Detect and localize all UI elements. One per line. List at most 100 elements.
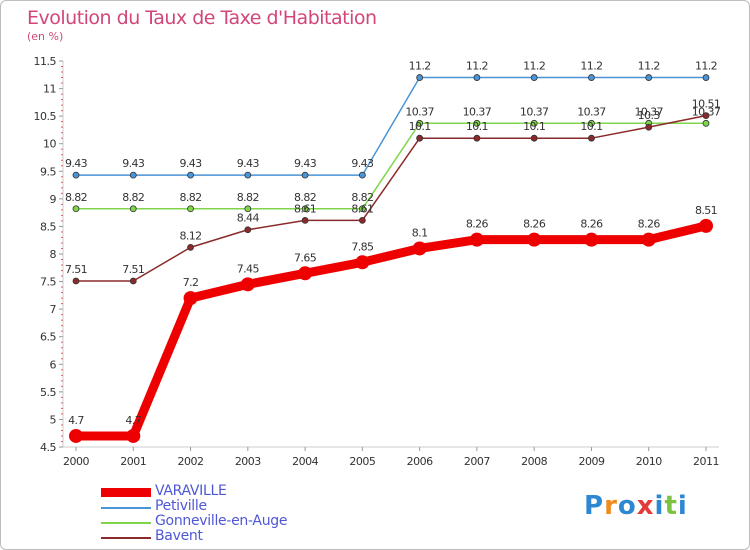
y-tick-label: 11	[43, 83, 56, 96]
data-label-varaville: 7.45	[237, 262, 260, 275]
x-tick-label: 2003	[235, 455, 261, 468]
data-label-varaville: 8.26	[580, 218, 603, 231]
data-point-varaville	[641, 232, 656, 247]
data-point-gonneville-en-auge	[358, 205, 366, 213]
y-tick-label: 5	[50, 413, 57, 426]
data-label-bavent: 10.51	[692, 98, 721, 111]
y-tick-label: 7	[50, 303, 57, 316]
data-label-gonneville-en-auge: 8.82	[65, 191, 87, 204]
series-line-bavent	[75, 114, 707, 282]
data-label-gonneville-en-auge: 10.37	[520, 105, 549, 118]
data-label-petiville: 11.2	[466, 60, 488, 73]
data-point-varaville	[183, 291, 198, 306]
data-point-bavent	[416, 134, 424, 142]
data-point-petiville	[645, 74, 653, 81]
y-tick-label: 11.5	[34, 55, 57, 68]
data-label-gonneville-en-auge: 8.82	[294, 191, 316, 204]
y-tick-label: 9	[50, 193, 57, 206]
data-point-varaville	[69, 428, 83, 443]
x-tick-label: 2008	[521, 455, 547, 468]
series-line-gonneville-en-auge	[75, 122, 707, 210]
data-point-petiville	[358, 171, 366, 179]
data-label-gonneville-en-auge: 8.82	[351, 191, 373, 204]
data-point-varaville	[412, 241, 427, 256]
data-label-varaville: 4.7	[68, 414, 84, 427]
data-point-varaville	[699, 218, 713, 233]
x-tick-label: 2007	[464, 455, 490, 468]
data-label-gonneville-en-auge: 8.82	[122, 191, 144, 204]
data-label-bavent: 10.1	[580, 120, 602, 133]
legend-label-gonneville: Gonneville-en-Auge	[155, 513, 288, 529]
data-point-bavent	[588, 134, 595, 142]
x-tick-label: 2001	[120, 455, 146, 468]
y-tick-label: 9.5	[40, 165, 56, 178]
y-tick-label: 7.5	[40, 276, 56, 289]
data-label-bavent: 7.51	[122, 263, 144, 276]
data-label-petiville: 9.43	[294, 157, 317, 170]
data-label-petiville: 9.43	[351, 157, 374, 170]
data-label-varaville: 7.65	[294, 251, 317, 264]
legend-label-varaville: VARAVILLE	[155, 483, 227, 499]
data-label-bavent: 8.44	[237, 212, 260, 225]
data-label-varaville: 8.1	[412, 226, 428, 239]
data-point-bavent	[645, 123, 653, 131]
data-point-petiville	[416, 74, 424, 81]
data-label-varaville: 4.7	[125, 414, 141, 427]
data-point-varaville	[240, 277, 255, 292]
data-label-bavent: 10.3	[638, 109, 661, 122]
data-label-varaville: 7.2	[183, 276, 199, 289]
data-label-petiville: 9.43	[65, 157, 88, 170]
data-point-varaville	[126, 428, 141, 443]
chart-subtitle: (en %)	[27, 30, 64, 43]
data-label-bavent: 7.51	[65, 263, 87, 276]
legend-item-bavent: Bavent	[101, 528, 361, 545]
data-point-varaville	[584, 232, 599, 247]
data-point-petiville	[588, 74, 595, 81]
legend-item-petiville: Petiville	[101, 498, 361, 515]
data-label-petiville: 11.2	[523, 60, 545, 73]
data-point-gonneville-en-auge	[187, 205, 194, 213]
y-tick-label: 8	[50, 248, 57, 261]
legend-item-varaville: VARAVILLE	[101, 483, 361, 500]
data-point-petiville	[244, 171, 252, 179]
chart-title: Evolution du Taux de Taxe d'Habitation	[27, 7, 377, 29]
data-point-varaville	[469, 232, 484, 247]
data-point-gonneville-en-auge	[530, 119, 538, 127]
data-point-bavent	[473, 134, 481, 142]
data-point-gonneville-en-auge	[72, 205, 80, 213]
data-label-gonneville-en-auge: 10.37	[577, 105, 606, 118]
legend: VARAVILLE Petiville Gonneville-en-Auge B…	[101, 483, 361, 545]
data-label-petiville: 11.2	[409, 60, 431, 73]
x-tick-label: 2010	[636, 455, 662, 468]
data-point-gonneville-en-auge	[588, 119, 595, 127]
data-label-varaville: 8.51	[695, 204, 717, 217]
legend-label-petiville: Petiville	[155, 498, 207, 514]
x-tick-label: 2000	[63, 455, 89, 468]
data-point-bavent	[530, 134, 538, 142]
legend-item-gonneville: Gonneville-en-Auge	[101, 513, 361, 530]
legend-swatch-petiville	[101, 507, 151, 509]
data-label-gonneville-en-auge: 8.82	[237, 191, 259, 204]
proxiti-logo: Proxiti	[584, 491, 688, 521]
legend-swatch-varaville	[101, 488, 151, 497]
y-tick-label: 8.5	[40, 220, 56, 233]
data-point-petiville	[301, 171, 309, 179]
data-point-varaville	[298, 266, 313, 281]
data-point-petiville	[473, 74, 481, 81]
data-label-varaville: 8.26	[523, 218, 546, 231]
data-label-bavent: 10.1	[466, 120, 488, 133]
data-label-varaville: 8.26	[466, 218, 489, 231]
data-label-petiville: 11.2	[580, 60, 602, 73]
data-label-gonneville-en-auge: 10.37	[692, 105, 721, 118]
data-label-bavent: 10.1	[523, 120, 545, 133]
data-point-petiville	[72, 171, 80, 179]
data-point-petiville	[129, 171, 137, 179]
data-point-varaville	[355, 255, 370, 270]
series-line-petiville	[75, 76, 707, 176]
legend-swatch-gonneville	[101, 522, 151, 524]
data-label-bavent: 8.61	[294, 202, 316, 215]
data-label-petiville: 9.43	[179, 157, 202, 170]
data-label-petiville: 11.2	[695, 60, 717, 73]
data-point-bavent	[244, 226, 252, 234]
